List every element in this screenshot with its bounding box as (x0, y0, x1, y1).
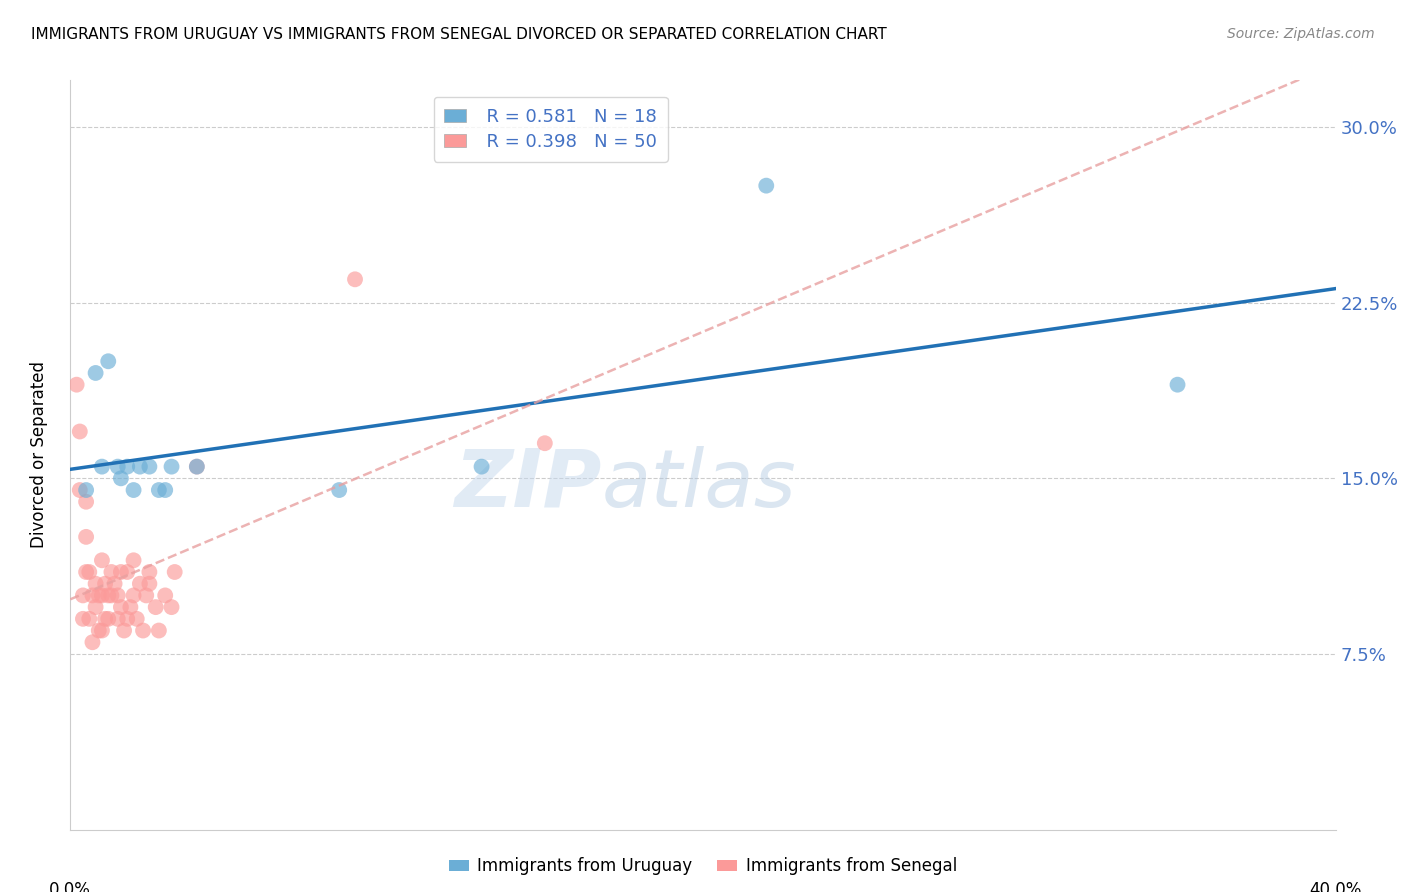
Point (75, 494, 97, 508)
Point (94, 612, 117, 626)
Point (153, 589, 177, 603)
Point (90, 624, 114, 638)
Point (97, 354, 120, 368)
Legend: Immigrants from Uruguay, Immigrants from Senegal: Immigrants from Uruguay, Immigrants from… (440, 849, 966, 884)
Point (84, 576, 107, 591)
Point (112, 624, 135, 638)
Point (120, 600, 142, 615)
Text: Divorced or Separated: Divorced or Separated (30, 361, 48, 549)
Point (94, 576, 117, 591)
Point (163, 565, 186, 579)
Point (135, 589, 157, 603)
Point (87, 589, 110, 603)
Text: ZIP: ZIP (454, 446, 602, 524)
Point (115, 612, 138, 626)
Point (79, 565, 101, 579)
Point (97, 612, 120, 626)
Point (72, 612, 94, 626)
Text: atlas: atlas (602, 446, 797, 524)
Point (1166, 377, 1188, 392)
Point (110, 471, 132, 485)
Point (129, 576, 152, 591)
Point (75, 483, 97, 497)
Point (148, 483, 170, 497)
Point (90, 589, 114, 603)
Point (160, 600, 183, 615)
Text: 0.0%: 0.0% (49, 881, 91, 892)
Point (107, 612, 129, 626)
Point (110, 565, 132, 579)
Point (343, 272, 366, 286)
Point (138, 576, 160, 591)
Point (75, 530, 97, 544)
Legend:   R = 0.581   N = 18,   R = 0.398   N = 50: R = 0.581 N = 18, R = 0.398 N = 50 (433, 97, 668, 161)
Point (755, 178, 778, 193)
Point (138, 565, 160, 579)
Point (129, 459, 152, 474)
Point (82, 635, 104, 649)
Point (65, 377, 87, 392)
Point (84, 600, 107, 615)
Point (122, 589, 145, 603)
Point (328, 483, 350, 497)
Point (90, 553, 114, 567)
Point (145, 600, 167, 615)
Point (122, 553, 145, 567)
Point (160, 459, 183, 474)
Point (115, 565, 138, 579)
Point (69, 425, 91, 439)
Point (75, 565, 97, 579)
Point (132, 624, 155, 638)
Point (100, 589, 122, 603)
Point (107, 589, 129, 603)
Text: Source: ZipAtlas.com: Source: ZipAtlas.com (1227, 27, 1375, 41)
Point (79, 612, 101, 626)
Point (138, 459, 160, 474)
Point (72, 589, 94, 603)
Point (186, 459, 208, 474)
Point (69, 483, 91, 497)
Point (97, 589, 120, 603)
Point (87, 624, 110, 638)
Point (107, 459, 129, 474)
Point (153, 483, 177, 497)
Point (100, 565, 122, 579)
Point (186, 459, 208, 474)
Point (90, 459, 114, 474)
Point (122, 483, 145, 497)
Point (533, 436, 555, 450)
Point (115, 459, 138, 474)
Point (84, 366, 107, 380)
Point (470, 459, 494, 474)
Point (104, 576, 127, 591)
Point (110, 600, 132, 615)
Text: IMMIGRANTS FROM URUGUAY VS IMMIGRANTS FROM SENEGAL DIVORCED OR SEPARATED CORRELA: IMMIGRANTS FROM URUGUAY VS IMMIGRANTS FR… (31, 27, 887, 42)
Point (148, 624, 170, 638)
Point (125, 612, 148, 626)
Text: 40.0%: 40.0% (1309, 881, 1362, 892)
Point (82, 589, 104, 603)
